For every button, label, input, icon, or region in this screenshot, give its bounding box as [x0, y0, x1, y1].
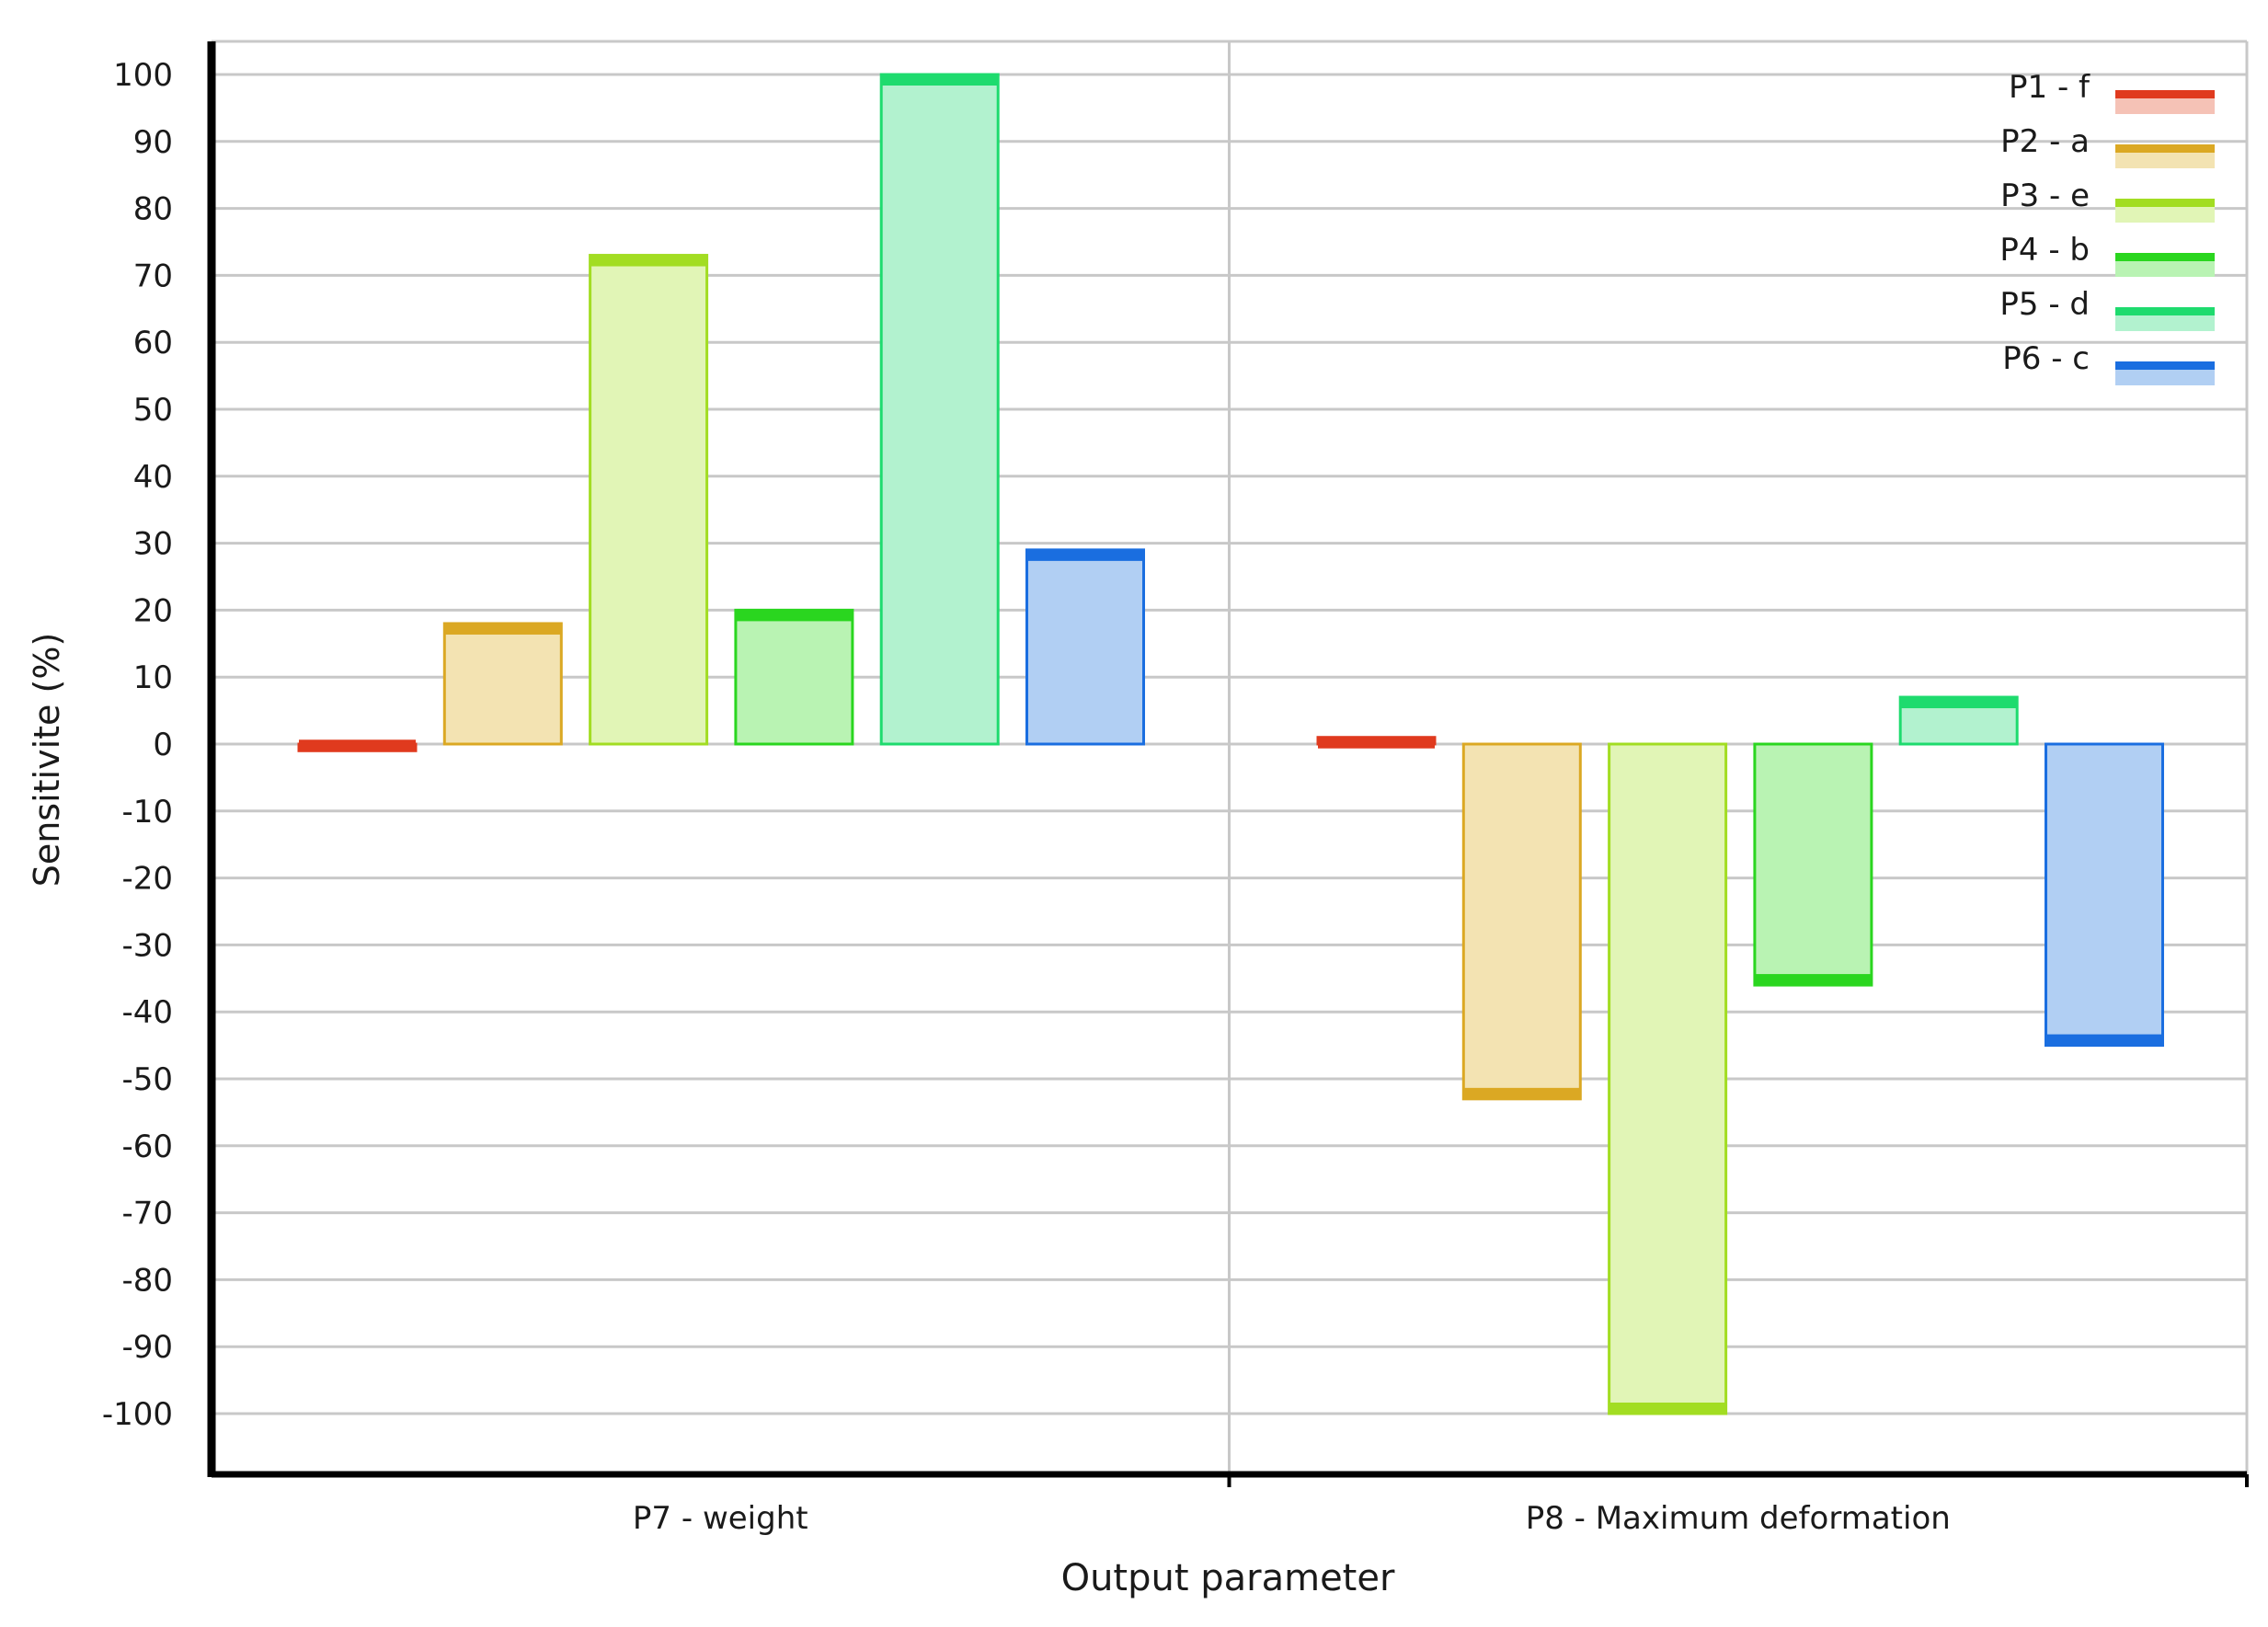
legend-label: P2 - a [2000, 123, 2090, 160]
bar-cap [2045, 1034, 2163, 1046]
legend-label: P5 - d [1999, 286, 2090, 323]
bar-cap [299, 739, 416, 751]
bar-cap [1754, 974, 1872, 986]
bar-cap [735, 610, 853, 622]
y-tick-label: -40 [121, 994, 173, 1031]
bar-cap [1900, 697, 2018, 709]
y-tick-label: 30 [133, 526, 173, 563]
bar-cap [1318, 737, 1435, 749]
bar [1025, 548, 1145, 746]
axes [207, 41, 2249, 1487]
bar [2045, 742, 2164, 1048]
x-tick-label: P8 - Maximum deformation [1526, 1500, 1951, 1537]
y-axis-title: Sensitivite (%) [27, 633, 67, 888]
legend-line [2115, 90, 2215, 98]
bar [442, 622, 563, 746]
legend: P1 - f P2 - a P3 - e P4 - b P5 - d P6 - c [1999, 69, 2215, 385]
bar [734, 608, 854, 746]
legend-line [2115, 361, 2215, 370]
bar [1461, 742, 1582, 1101]
bar-cap [444, 623, 562, 635]
legend-line [2115, 253, 2215, 261]
y-tick-label: 60 [133, 325, 173, 361]
legend-label: P3 - e [2000, 178, 2090, 214]
y-tick-label: -80 [121, 1262, 173, 1299]
bar-cap [1463, 1087, 1581, 1099]
y-tick-label: 10 [133, 659, 173, 696]
x-tick-label: P7 - weight [633, 1500, 808, 1537]
y-tick-label: 80 [133, 191, 173, 228]
y-tick-label: -70 [121, 1196, 173, 1232]
x-axis-title: Output parameter [1061, 1557, 1395, 1599]
y-tick-label: 50 [133, 392, 173, 429]
bar [879, 73, 1000, 746]
bar-cap [590, 255, 707, 267]
y-tick-label: 40 [133, 459, 173, 496]
y-tick-label: -30 [121, 927, 173, 964]
bar-cap [1609, 1403, 1726, 1414]
bar [1753, 742, 1873, 987]
bar-cap [881, 74, 999, 86]
x-tick-labels: P7 - weight P8 - Maximum deformation [633, 1500, 1951, 1537]
legend-line [2115, 307, 2215, 315]
legend-label: P6 - c [2002, 340, 2090, 377]
gridlines [212, 40, 2249, 1474]
y-tick-label: 0 [153, 727, 173, 763]
y-tick-label: -60 [121, 1129, 173, 1165]
y-tick-label: 20 [133, 592, 173, 629]
y-tick-label: -20 [121, 861, 173, 898]
legend-label: P4 - b [1999, 232, 2090, 269]
bars [297, 73, 2164, 1415]
legend-label: P1 - f [2009, 69, 2090, 106]
bar [589, 254, 709, 746]
y-tick-label: -50 [121, 1061, 173, 1098]
y-tick-label: -90 [121, 1329, 173, 1366]
y-tick-label: 100 [113, 57, 173, 94]
bar-cap [1026, 549, 1144, 561]
y-tick-label: -10 [121, 794, 173, 831]
legend-line [2115, 144, 2215, 153]
bar [1608, 742, 1728, 1415]
legend-line [2115, 199, 2215, 207]
y-tick-label: -100 [102, 1396, 173, 1433]
y-tick-labels: 1009080706050403020100-10-20-30-40-50-60… [102, 57, 173, 1433]
y-tick-label: 70 [133, 258, 173, 294]
y-tick-label: 90 [133, 124, 173, 161]
